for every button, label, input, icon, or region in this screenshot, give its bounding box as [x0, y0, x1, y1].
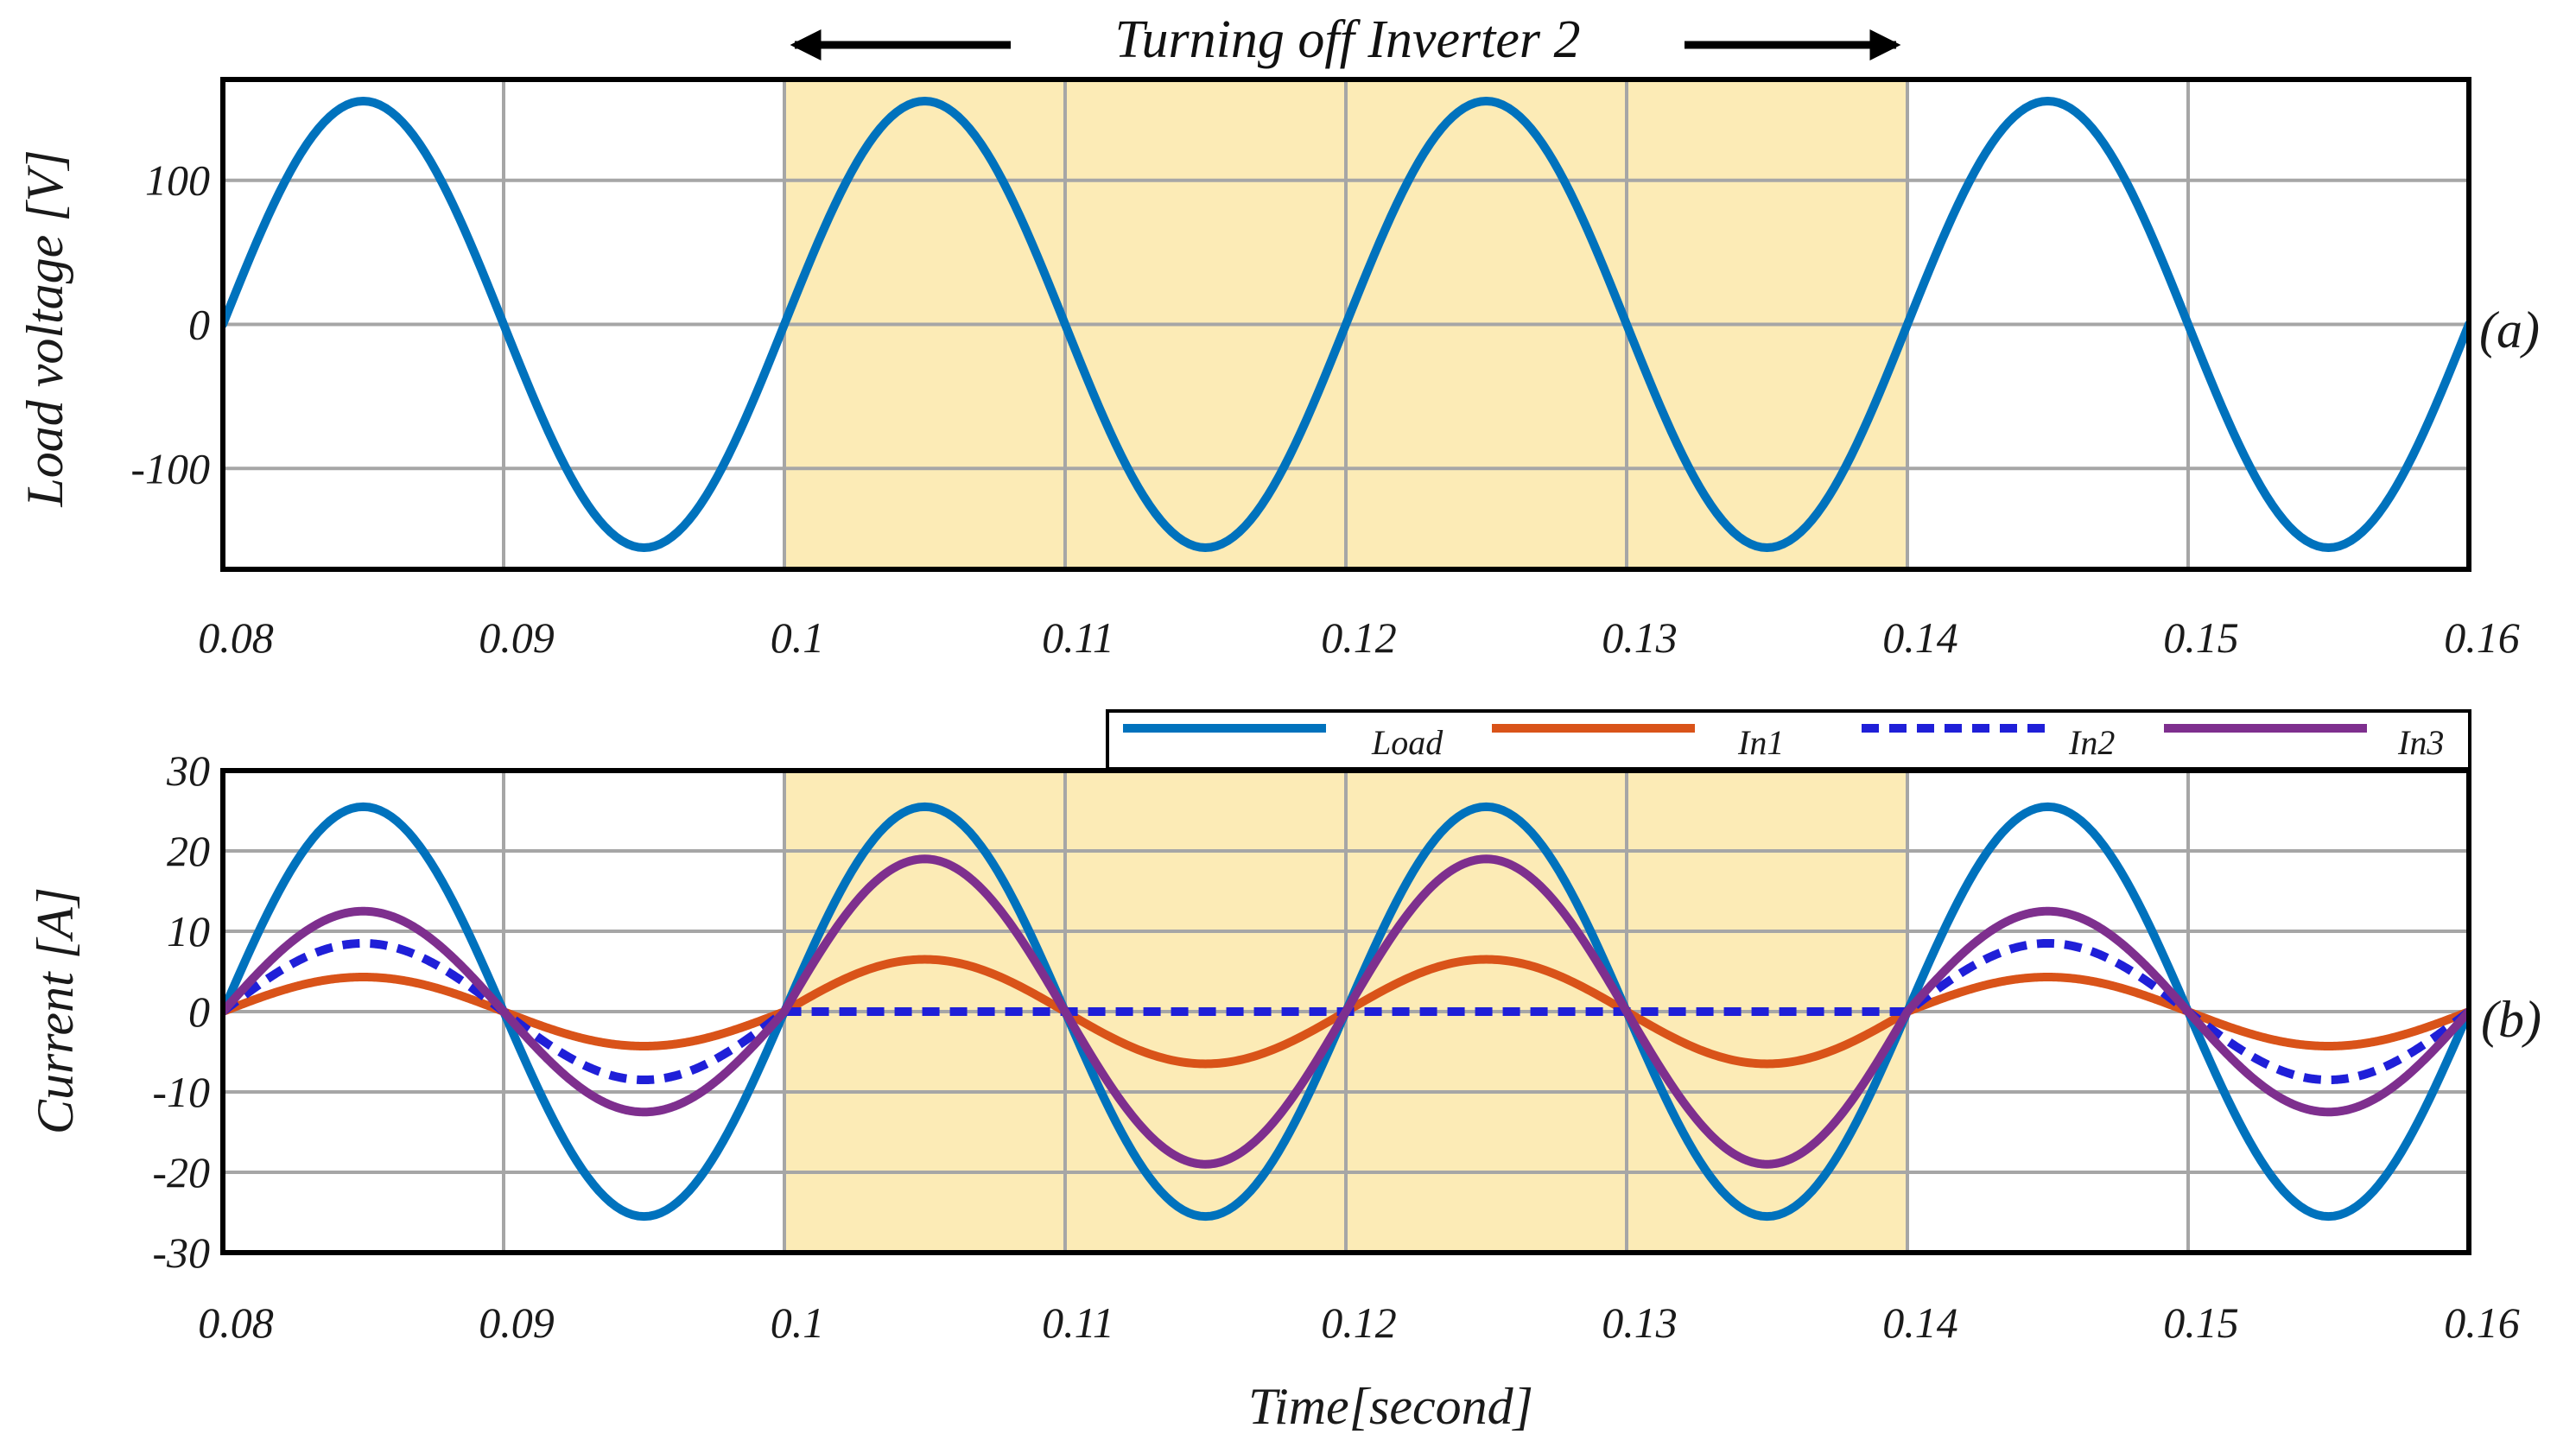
panel-b-ylabel: Current [A] [27, 887, 84, 1134]
legend-label-in1: In1 [1737, 723, 1784, 762]
y-tick-label: 100 [145, 156, 210, 205]
panel-a: 100 0 -100 0.08 0.09 0.1 0.11 0.12 0.13 0.… [16, 77, 2540, 662]
legend-label-in2: In2 [2068, 723, 2115, 762]
panel-a-ylabel: Load voltage [V] [16, 149, 73, 507]
legend: Load In1 In2 In3 [1106, 709, 2471, 771]
y-tick-label: 0 [188, 301, 210, 349]
x-tick-label: 0.13 [1602, 613, 1678, 662]
y-tick-label: 30 [166, 746, 210, 795]
annotation-text: Turning off Inverter 2 [1114, 10, 1580, 69]
x-tick-label: 0.08 [198, 613, 274, 662]
legend-item-load: Load [1123, 723, 1443, 762]
legend-label-in3: In3 [2397, 723, 2444, 762]
legend-item-in2: In2 [1862, 723, 2115, 762]
panel-a-x-ticks: 0.08 0.09 0.1 0.11 0.12 0.13 0.14 0.15 0… [198, 613, 2520, 662]
legend-item-in3: In3 [2164, 723, 2444, 762]
x-tick-label: 0.15 [2163, 613, 2239, 662]
x-tick-label: 0.12 [1321, 613, 1397, 662]
x-tick-label: 0.09 [479, 1298, 555, 1347]
y-tick-label: 10 [167, 907, 210, 955]
x-tick-label: 0.15 [2163, 1298, 2239, 1347]
legend-item-in1: In1 [1492, 723, 1784, 762]
panel-a-y-ticks: 100 0 -100 [130, 156, 210, 493]
x-tick-label: 0.11 [1042, 613, 1114, 662]
y-tick-label: 20 [167, 827, 210, 875]
panel-b: 30 20 10 0 -10 -20 -30 0.08 0.09 0.1 0.11 0.12… [27, 746, 2541, 1347]
x-tick-label: 0.08 [198, 1298, 274, 1347]
y-tick-label: -100 [130, 444, 210, 492]
annotation: Turning off Inverter 2 [790, 10, 1901, 69]
series-line-load [223, 97, 2469, 552]
x-tick-label: 0.13 [1602, 1298, 1678, 1347]
panel-b-series [223, 802, 2469, 1222]
x-tick-label: 0.1 [771, 1298, 825, 1347]
panel-a-label: (a) [2479, 301, 2540, 359]
x-tick-label: 0.14 [1882, 1298, 1958, 1347]
x-tick-label: 0.09 [479, 613, 555, 662]
x-axis-title: Time[second] [1248, 1378, 1533, 1435]
legend-label-load: Load [1371, 723, 1443, 762]
x-tick-label: 0.1 [771, 613, 825, 662]
y-tick-label: -10 [152, 1068, 210, 1116]
x-tick-label: 0.16 [2444, 1298, 2520, 1347]
panel-b-x-ticks: 0.08 0.09 0.1 0.11 0.12 0.13 0.14 0.15 0… [198, 1298, 2520, 1347]
x-tick-label: 0.12 [1321, 1298, 1397, 1347]
y-tick-label: -30 [152, 1228, 210, 1277]
series-line-in3 [223, 854, 2469, 1169]
y-tick-label: -20 [152, 1148, 210, 1196]
panel-a-frame [220, 77, 2471, 572]
panel-b-label: (b) [2481, 991, 2541, 1048]
panel-a-series [223, 97, 2469, 552]
x-tick-label: 0.16 [2444, 613, 2520, 662]
x-tick-label: 0.14 [1882, 613, 1958, 662]
legend-box [1106, 709, 2471, 771]
panel-b-y-ticks: 30 20 10 0 -10 -20 -30 [152, 746, 210, 1277]
panel-b-frame [220, 768, 2471, 1255]
x-tick-label: 0.11 [1042, 1298, 1114, 1347]
y-tick-label: 0 [188, 987, 210, 1036]
